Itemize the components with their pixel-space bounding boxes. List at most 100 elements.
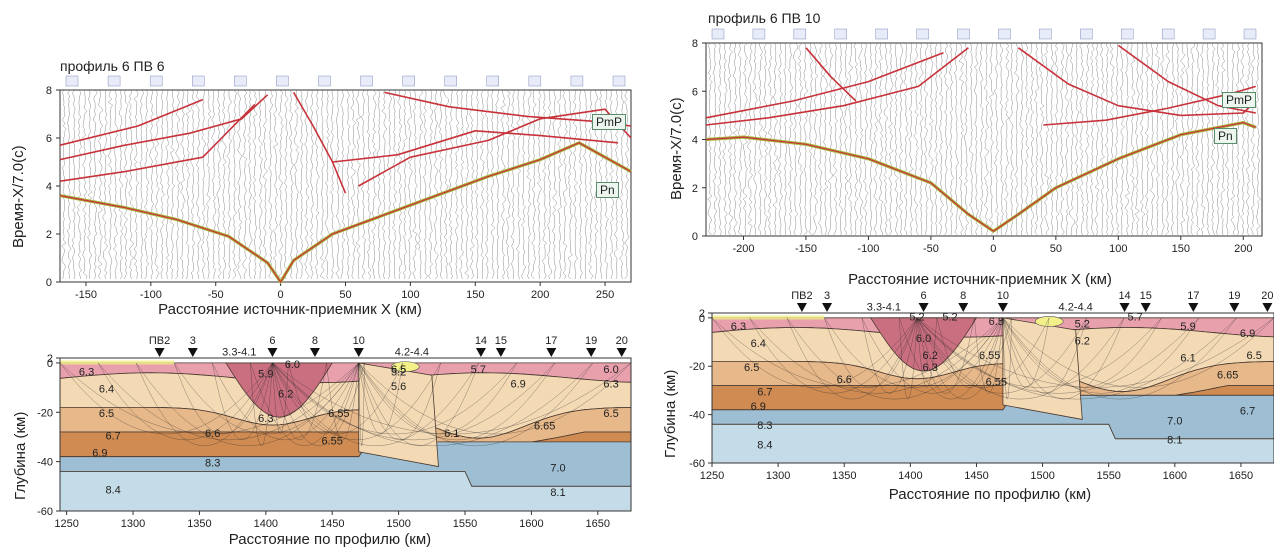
left-time-trace xyxy=(443,89,449,280)
left-time-trace xyxy=(520,89,526,280)
left-time-trace xyxy=(299,89,304,280)
right-depth-velocity-label: 6.3 xyxy=(731,321,746,333)
left-depth-xtick-label: 1600 xyxy=(519,518,543,530)
right-time-trace xyxy=(792,42,799,236)
left-time-trace xyxy=(346,89,351,280)
right-time-header-mark xyxy=(1080,28,1093,40)
right-depth-xtick-label: 1400 xyxy=(898,470,922,482)
right-time-trace xyxy=(928,42,934,236)
right-time-trace xyxy=(803,42,809,236)
left-depth-velocity-label: 8.3 xyxy=(205,458,220,470)
right-time-trace xyxy=(783,42,788,236)
left-depth-station-marker xyxy=(616,348,627,357)
left-depth-ray xyxy=(272,362,517,435)
right-time-trace xyxy=(1099,42,1105,236)
right-time-header-mark xyxy=(711,28,725,40)
left-time-trace xyxy=(222,89,227,280)
right-time-trace xyxy=(963,42,970,236)
left-time-trace xyxy=(149,89,155,280)
left-time-trace xyxy=(190,89,196,280)
right-depth-velocity-label: 6.1 xyxy=(1180,352,1195,364)
right-time-trace xyxy=(923,42,929,236)
right-time-traces xyxy=(707,42,1261,236)
right-time-trace xyxy=(1104,42,1110,236)
right-time-trace xyxy=(1144,42,1150,236)
left-depth-velocity-label: 7.0 xyxy=(550,463,565,475)
left-time-trace xyxy=(381,89,387,280)
left-depth-velocity-label: 6.5 xyxy=(99,408,114,420)
right-depth-xtick-label: 1500 xyxy=(1030,470,1054,482)
right-depth-station-marker xyxy=(997,303,1008,312)
right-time-trace xyxy=(853,42,859,236)
right-depth-velocity-label: 8.1 xyxy=(1167,435,1182,447)
left-time-ytick-label: 6 xyxy=(46,133,52,145)
right-depth-station-label: 20 xyxy=(1261,290,1273,302)
left-time-trace xyxy=(113,89,119,280)
left-time-xtick-label: 100 xyxy=(401,289,419,301)
right-depth-ytick-label: -40 xyxy=(689,410,705,422)
left-time-trace xyxy=(458,89,465,280)
right-time-trace xyxy=(1009,42,1014,236)
left-depth-velocity-label: 5.2 xyxy=(391,366,406,378)
right-depth-ray xyxy=(1002,317,1087,394)
right-depth-velocity-label: 5.2 xyxy=(1075,319,1090,331)
left-time-pn-curve xyxy=(59,142,632,283)
left-time-trace xyxy=(474,89,479,280)
right-time-trace xyxy=(1019,42,1025,236)
right-depth-station-label: 6 xyxy=(921,290,927,302)
left-depth-ytick-label: -40 xyxy=(37,457,53,469)
left-time-trace xyxy=(216,89,222,280)
left-time-trace xyxy=(102,89,108,280)
right-time-trace xyxy=(1094,42,1100,236)
left-time-trace xyxy=(154,89,160,280)
left-depth-ray xyxy=(173,362,273,435)
left-time-ytick-label: 8 xyxy=(46,85,52,97)
left-depth-ray xyxy=(358,362,556,441)
right-time-pn-curve xyxy=(705,122,1257,232)
left-time-trace xyxy=(397,89,403,280)
left-time-trace xyxy=(417,89,423,280)
left-time-trace xyxy=(578,89,584,279)
right-time-ytick-label: 6 xyxy=(692,86,698,98)
right-depth-ray xyxy=(1002,317,1200,394)
left-time-ytick-label: 2 xyxy=(46,229,52,241)
right-depth-xtick-label: 1350 xyxy=(832,470,856,482)
right-time-trace xyxy=(1240,42,1246,236)
left-time-trace xyxy=(583,89,589,280)
left-depth-xtick-label: 1450 xyxy=(320,518,344,530)
left-time-xlabel: Расстояние источник-приемник X (км) xyxy=(158,301,422,318)
left-time-trace xyxy=(66,89,72,280)
right-time-trace xyxy=(1134,42,1140,236)
right-time-trace xyxy=(777,42,783,236)
left-depth-velocity-label: 6.0 xyxy=(285,359,300,371)
left-time-trace xyxy=(128,89,134,280)
right-time-trace xyxy=(1079,42,1085,236)
left-time-header-mark xyxy=(360,75,373,87)
left-time-trace xyxy=(123,89,129,280)
right-time-traveltime-curve xyxy=(705,51,944,119)
right-time-header-mark xyxy=(1243,28,1257,40)
left-time-trace xyxy=(526,89,532,280)
right-depth-ray xyxy=(916,317,1200,394)
right-time-trace xyxy=(979,42,985,236)
right-time-header-mark xyxy=(1202,28,1216,40)
right-depth-velocity-label: 6.7 xyxy=(1240,406,1255,418)
right-time-title: профиль 6 ПВ 10 xyxy=(708,10,821,26)
left-time-trace xyxy=(371,89,377,280)
right-time-ytick-label: 0 xyxy=(692,231,698,243)
left-time-trace xyxy=(71,89,76,280)
right-depth-station-label: 10 xyxy=(997,290,1009,302)
right-time-xtick-label: -150 xyxy=(795,243,817,255)
left-time-trace xyxy=(484,89,490,280)
left-depth-velocity-label: 6.1 xyxy=(444,428,459,440)
left-depth-ray xyxy=(250,362,273,447)
left-time-header-mark xyxy=(234,75,247,87)
right-time-trace xyxy=(1064,42,1070,236)
right-time-trace xyxy=(1004,42,1010,236)
left-time-trace xyxy=(335,89,341,280)
right-time-trace xyxy=(913,42,919,236)
right-time-trace xyxy=(948,42,954,236)
left-time-trace xyxy=(82,89,88,280)
left-pn-label: Pn xyxy=(596,182,619,198)
left-depth-ray xyxy=(97,362,359,440)
